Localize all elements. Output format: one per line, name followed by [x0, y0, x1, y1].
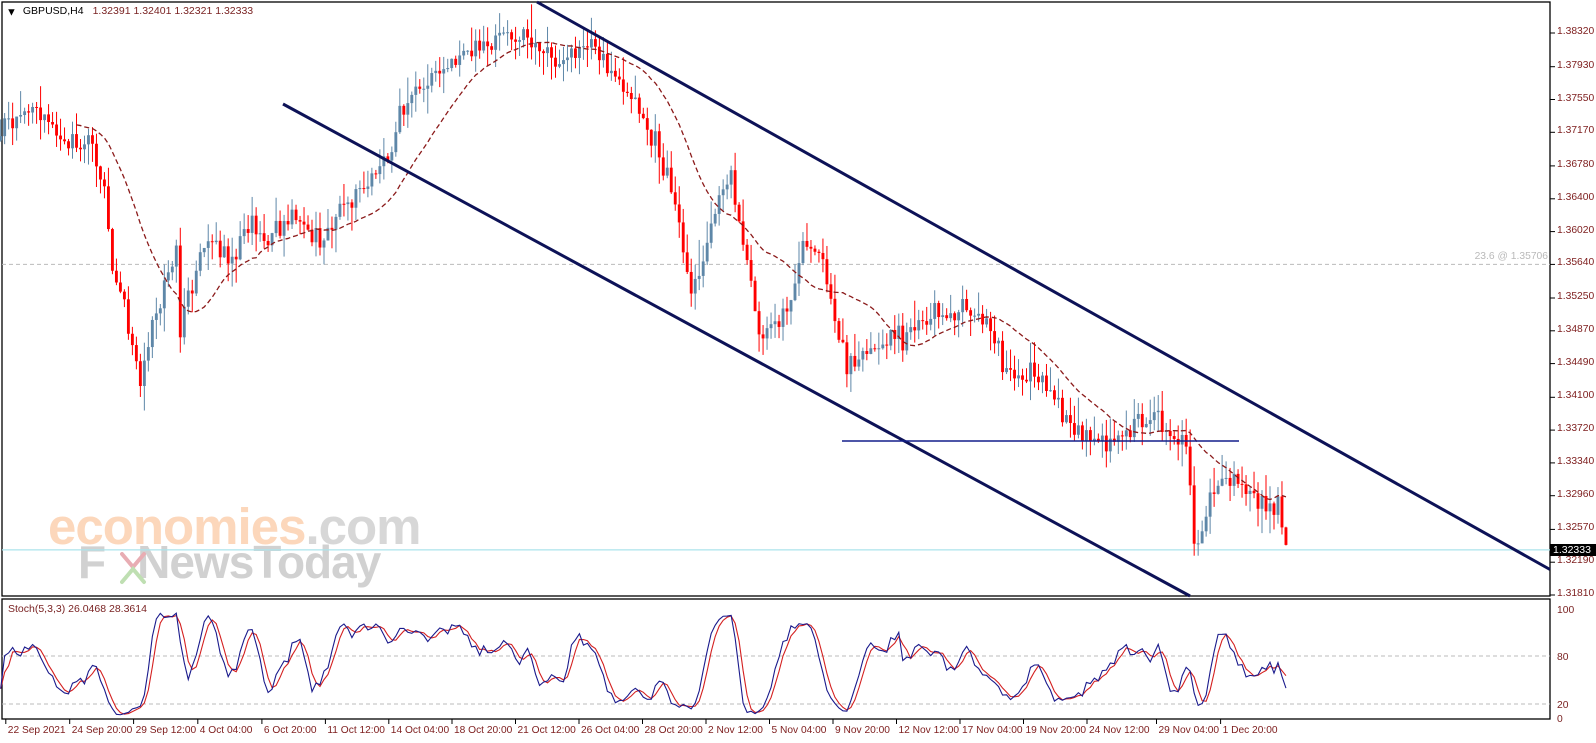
svg-text:0: 0 — [1557, 714, 1563, 725]
svg-text:80: 80 — [1557, 652, 1569, 663]
svg-text:Stoch(5,3,3) 26.0468 28.3614: Stoch(5,3,3) 26.0468 28.3614 — [8, 603, 147, 615]
svg-text:100: 100 — [1557, 605, 1574, 616]
svg-text:20: 20 — [1557, 700, 1569, 711]
